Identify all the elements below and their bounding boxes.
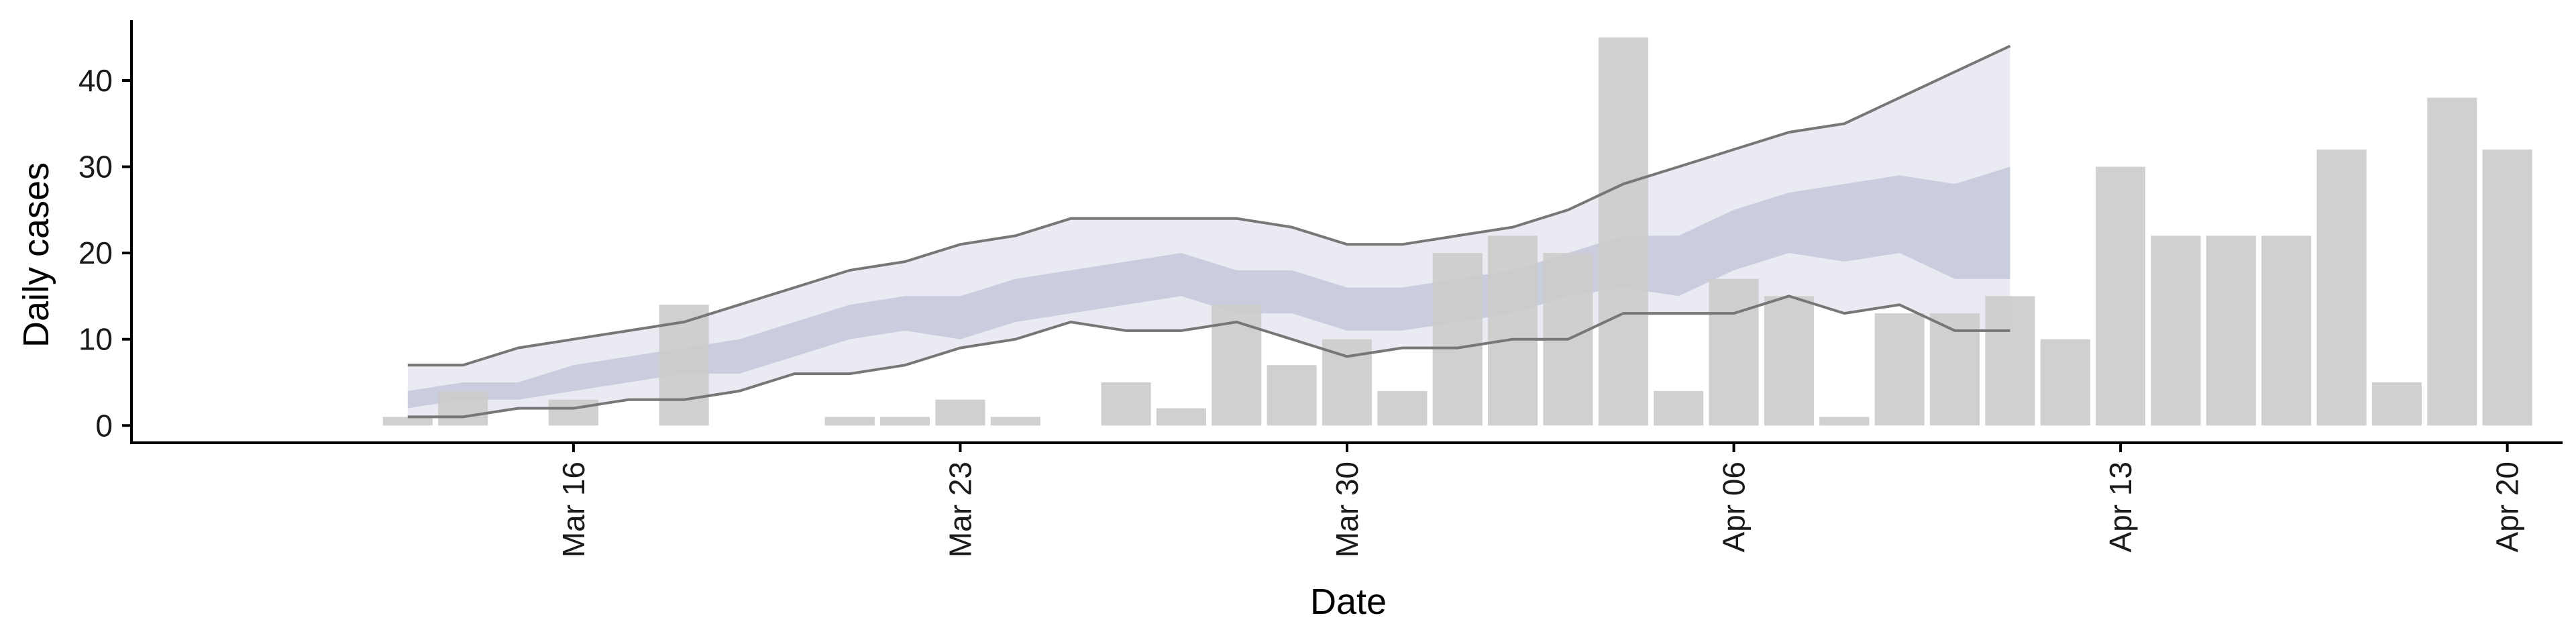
bar-2020-03-21 [824, 417, 875, 426]
bar-2020-04-06 [1709, 278, 1759, 426]
bar-2020-04-11 [1985, 296, 2035, 426]
bar-2020-04-14 [2151, 235, 2201, 426]
bar-2020-03-29 [1267, 365, 1317, 426]
x-tick-label: Apr 06 [1717, 462, 1752, 553]
estimate-bound-lines [407, 44, 2011, 419]
x-axis-title: Date [1310, 582, 1387, 622]
estimate-bands [407, 46, 2010, 417]
bar-2020-04-05 [1654, 390, 1704, 426]
bar-2020-03-13 [382, 417, 433, 426]
bar-2020-03-26 [1101, 382, 1151, 426]
bar-2020-04-04 [1598, 37, 1648, 426]
bar-2020-04-02 [1488, 235, 1538, 426]
bar-2020-03-16 [548, 399, 598, 426]
bar-2020-03-24 [990, 417, 1040, 426]
bar-2020-04-07 [1764, 296, 1814, 426]
x-axis-ticks: Mar 16 Mar 23 Mar 30 Apr 06 Apr 13 Apr 20 [556, 443, 2525, 557]
bar-2020-03-14 [438, 390, 488, 426]
axes: 0 10 20 30 40 Mar 16 Mar 23 Mar 30 Apr 06 Apr 13… [78, 20, 2563, 557]
bar-2020-04-12 [2040, 339, 2090, 426]
bar-2020-04-18 [2371, 382, 2422, 426]
inner-estimate-band [407, 166, 2010, 409]
y-tick-label: 40 [78, 63, 113, 98]
x-tick-label: Apr 13 [2103, 462, 2138, 553]
bar-2020-04-08 [1819, 417, 1870, 426]
bar-2020-03-23 [935, 399, 985, 426]
x-tick-label: Mar 16 [556, 462, 591, 557]
lower-bound-line [407, 294, 2010, 419]
bar-2020-04-15 [2206, 235, 2256, 426]
y-axis-ticks: 0 10 20 30 40 [78, 63, 131, 443]
bar-2020-04-17 [2316, 149, 2367, 426]
bar-2020-04-13 [2096, 166, 2146, 426]
x-tick-label: Mar 23 [943, 462, 978, 557]
bar-2020-04-20 [2482, 149, 2532, 426]
daily-case-bars [382, 37, 2532, 426]
bar-2020-04-19 [2427, 97, 2477, 426]
bar-2020-03-22 [880, 417, 930, 426]
bar-2020-04-10 [1929, 313, 1980, 426]
y-tick-label: 20 [78, 235, 113, 270]
y-axis-title: Daily cases [16, 162, 56, 347]
bar-2020-04-01 [1432, 253, 1483, 426]
bar-2020-04-16 [2261, 235, 2312, 426]
bar-2020-03-31 [1377, 390, 1428, 426]
y-tick-label: 0 [95, 408, 113, 443]
bar-2020-04-09 [1874, 313, 1925, 426]
bar-2020-03-27 [1156, 408, 1206, 426]
x-tick-label: Apr 20 [2490, 462, 2525, 553]
x-tick-label: Mar 30 [1330, 462, 1364, 557]
upper-bound-line [407, 44, 2011, 367]
y-tick-label: 30 [78, 150, 113, 184]
y-tick-label: 10 [78, 322, 113, 357]
